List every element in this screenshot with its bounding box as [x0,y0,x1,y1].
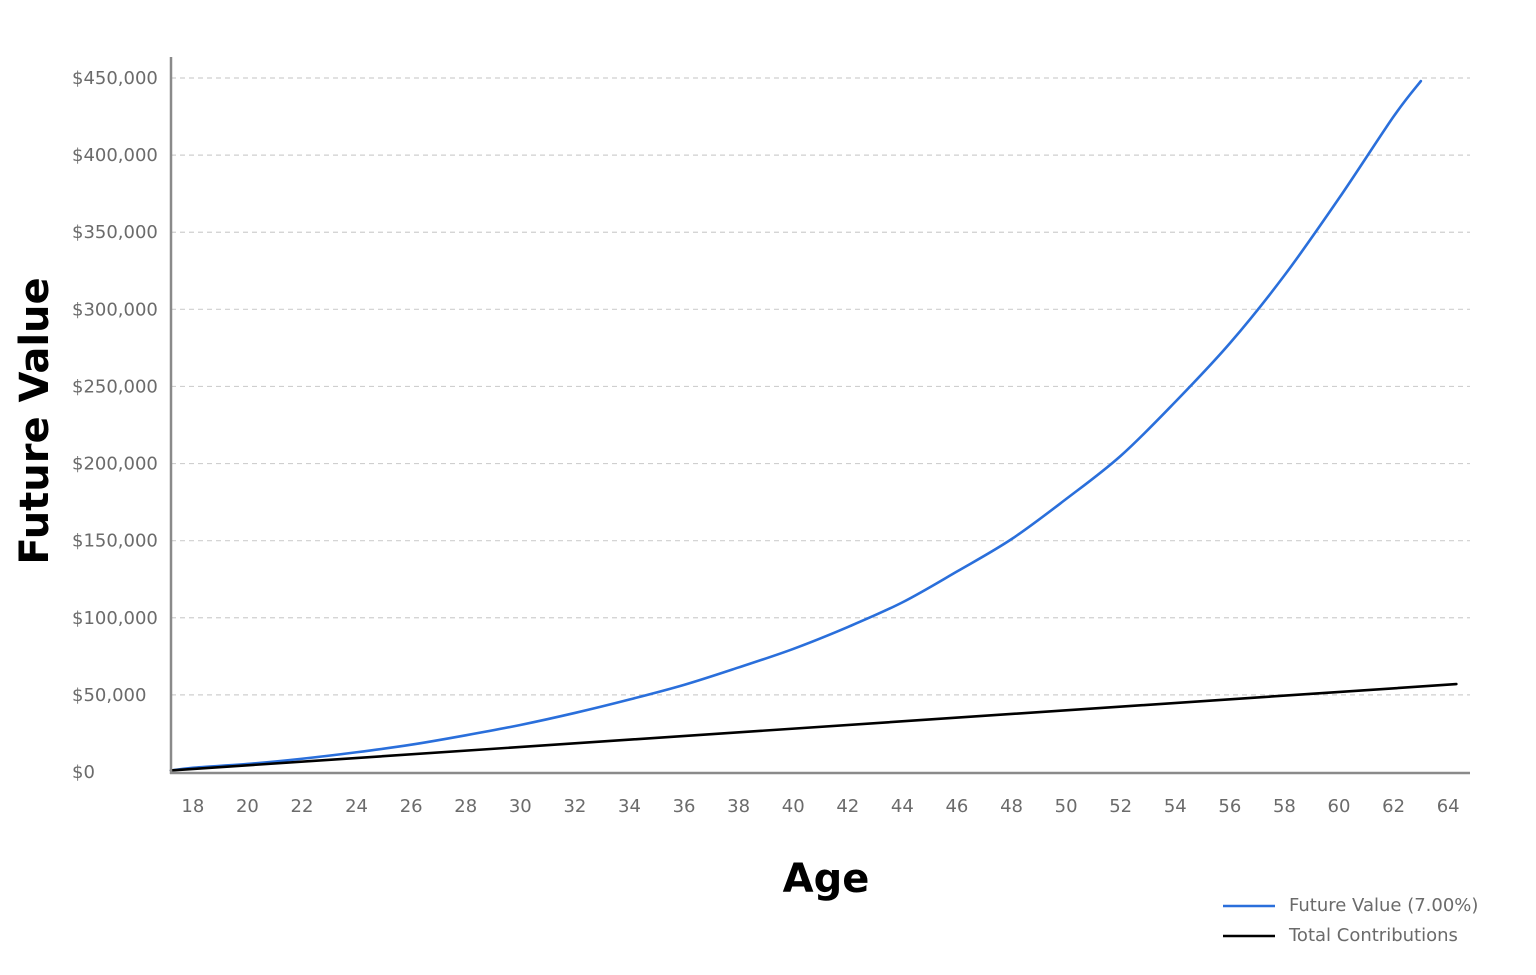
y-tick-label: $300,000 [72,299,158,320]
x-tick-label: 62 [1382,796,1405,817]
series-line-total-contributions [169,682,1458,772]
x-tick-label: 38 [727,796,750,817]
x-tick-label: 24 [345,796,368,817]
x-axis-title: Age [783,856,870,902]
y-tick-label: $250,000 [72,376,158,397]
x-tick-label: 52 [1109,796,1132,817]
x-tick-label: 34 [618,796,641,817]
y-tick-label: $0 [72,762,95,783]
legend-label-future-value: Future Value (7.00%) [1289,895,1478,916]
x-tick-label: 22 [291,796,314,817]
y-axis-title: Future Value [12,277,58,564]
y-tick-label: $350,000 [72,222,158,243]
x-tick-label: 54 [1164,796,1187,817]
y-tick-label: $150,000 [72,531,158,552]
grid-lines [171,77,1470,696]
x-tick-label: 60 [1328,796,1351,817]
y-tick-label: $400,000 [72,145,158,166]
y-tick-label: $200,000 [72,454,158,475]
legend-label-total-contributions: Total Contributions [1288,925,1458,946]
x-tick-label: 44 [891,796,914,817]
y-tick-label: $50,000 [72,685,146,706]
x-tick-label: 40 [782,796,805,817]
x-tick-label: 64 [1437,796,1460,817]
series-lines [169,79,1458,772]
x-tick-label: 32 [563,796,586,817]
x-axis-ticks: 18 20 22 24 26 28 30 32 34 36 38 40 42 44 46 48 50 52 54 56… [181,796,1459,817]
series-line-future-value [169,79,1423,772]
x-tick-label: 18 [181,796,204,817]
legend: Future Value (7.00%) Total Contributions [1223,895,1478,946]
x-tick-label: 36 [673,796,696,817]
y-tick-label: $450,000 [72,68,158,89]
x-tick-label: 20 [236,796,259,817]
x-tick-label: 58 [1273,796,1296,817]
x-tick-label: 56 [1218,796,1241,817]
x-tick-label: 46 [945,796,968,817]
y-axis-ticks: $0 $50,000 $100,000 $150,000 $200,000 $250,00… [72,68,158,783]
x-tick-label: 48 [1000,796,1023,817]
x-tick-label: 26 [400,796,423,817]
y-tick-label: $100,000 [72,608,158,629]
x-tick-label: 28 [454,796,477,817]
x-tick-label: 42 [836,796,859,817]
x-tick-label: 50 [1055,796,1078,817]
x-tick-label: 30 [509,796,532,817]
